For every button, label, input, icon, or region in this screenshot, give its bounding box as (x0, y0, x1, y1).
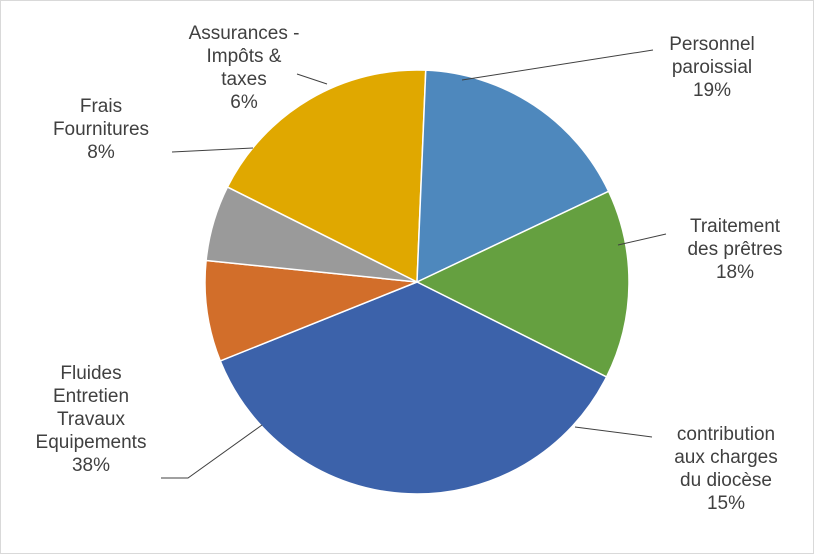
slice-name-line: Fluides (60, 363, 121, 384)
slice-value-label: 18% (716, 262, 754, 283)
pie-slice-1 (226, 69, 427, 284)
slice-name-line: Assurances - (189, 23, 300, 44)
slice-name-line: Equipements (36, 432, 147, 453)
slice-label-4: Fluides Entretien Travaux Equipements 38% (36, 363, 147, 476)
pie-slice-3 (415, 190, 630, 378)
slice-name-line: Impôts & (207, 46, 282, 67)
pie-slices (204, 69, 630, 495)
slice-label-6: Assurances -Impôts & taxes 6% (189, 23, 300, 113)
slice-name-line: du diocèse (680, 470, 772, 491)
leader-line-1 (461, 49, 654, 81)
leader-lines (161, 49, 667, 479)
slice-label-2: Traitement des prêtres 18% (687, 216, 782, 283)
data-labels: Personnel paroissial 19% Traitement des prêt… (36, 23, 783, 514)
slice-name-line: Traitement (690, 216, 781, 237)
slice-name-line: paroissial (672, 57, 752, 78)
slice-value-label: 19% (693, 80, 731, 101)
leader-line-3 (574, 426, 653, 438)
slice-value-label: 15% (707, 493, 745, 514)
slice-label-3: contribution aux charges du diocèse 15% (674, 424, 778, 514)
slice-value-label: 8% (87, 142, 115, 163)
slice-name-line: Personnel (669, 34, 755, 55)
slice-name-line: contribution (677, 424, 775, 445)
slice-value-label: 6% (230, 92, 258, 113)
pie-slice-6 (205, 186, 418, 283)
leader-line-2 (617, 233, 667, 246)
leader-line-5 (171, 147, 254, 153)
slice-label-1: Personnel paroissial 19% (669, 34, 755, 101)
pie-slice-2 (416, 69, 610, 284)
slice-name-line: Travaux (57, 409, 125, 430)
slice-name-line: Fournitures (53, 119, 149, 140)
leader-line-6 (296, 73, 328, 85)
pie-slice-4 (219, 281, 608, 495)
pie-slice-5 (204, 259, 418, 362)
leader-line-4 (161, 424, 263, 479)
slice-name-line: aux charges (674, 447, 778, 468)
slice-name-line: des prêtres (687, 239, 782, 260)
slice-value-label: 38% (72, 455, 110, 476)
slice-name-line: Entretien (53, 386, 129, 407)
slice-name-line: taxes (221, 69, 266, 90)
slice-label-5: Frais Fournitures 8% (53, 96, 149, 163)
slice-name-line: Frais (80, 96, 122, 117)
